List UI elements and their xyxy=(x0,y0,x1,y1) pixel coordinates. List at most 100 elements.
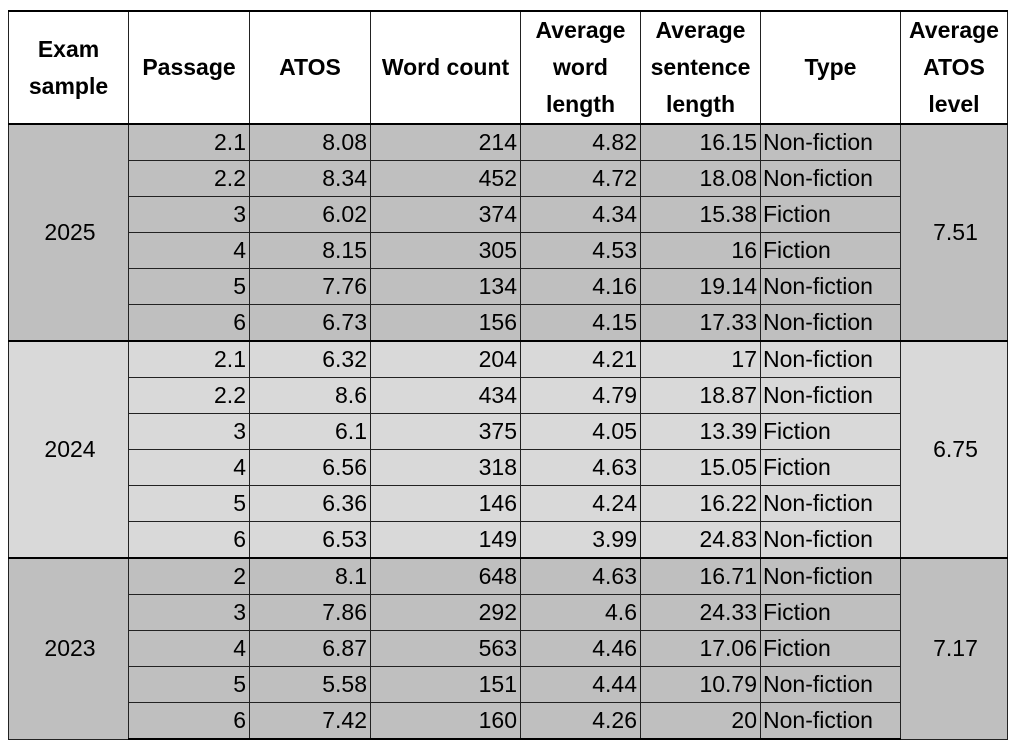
average-word-length-cell: 4.26 xyxy=(520,702,641,740)
average-sentence-length-cell: 16.15 xyxy=(640,123,761,161)
atos-cell: 7.86 xyxy=(249,594,371,631)
exam-sample-cell: 2023 xyxy=(8,557,129,740)
word-count-cell: 160 xyxy=(370,702,521,740)
passage-cell: 5 xyxy=(128,485,250,522)
word-count-cell: 149 xyxy=(370,521,521,559)
average-sentence-length-cell: 15.05 xyxy=(640,449,761,486)
type-cell: Non-fiction xyxy=(760,268,901,305)
header-average-word-length: Average word length xyxy=(520,10,641,125)
word-count-cell: 563 xyxy=(370,630,521,667)
atos-cell: 6.02 xyxy=(249,196,371,233)
passage-cell: 2.2 xyxy=(128,160,250,197)
word-count-cell: 434 xyxy=(370,377,521,414)
average-sentence-length-cell: 16 xyxy=(640,232,761,269)
word-count-cell: 146 xyxy=(370,485,521,522)
table-row: 6 7.42 160 4.26 20 Non-fiction xyxy=(9,702,1008,740)
average-sentence-length-cell: 16.22 xyxy=(640,485,761,522)
type-cell: Fiction xyxy=(760,232,901,269)
word-count-cell: 134 xyxy=(370,268,521,305)
atos-cell: 6.1 xyxy=(249,413,371,450)
average-word-length-cell: 4.79 xyxy=(520,377,641,414)
average-word-length-cell: 4.6 xyxy=(520,594,641,631)
average-word-length-cell: 3.99 xyxy=(520,521,641,559)
atos-cell: 6.87 xyxy=(249,630,371,667)
atos-table: Exam sample Passage ATOS Word count Aver… xyxy=(8,10,1008,740)
exam-sample-cell: 2025 xyxy=(8,123,129,342)
word-count-cell: 204 xyxy=(370,340,521,378)
average-word-length-cell: 4.05 xyxy=(520,413,641,450)
word-count-cell: 214 xyxy=(370,123,521,161)
passage-cell: 2.1 xyxy=(128,123,250,161)
average-sentence-length-cell: 24.33 xyxy=(640,594,761,631)
passage-cell: 2.1 xyxy=(128,340,250,378)
atos-cell: 7.42 xyxy=(249,702,371,740)
type-cell: Non-fiction xyxy=(760,123,901,161)
header-type: Type xyxy=(760,10,901,125)
average-word-length-cell: 4.44 xyxy=(520,666,641,703)
table-row: 2023 2 8.1 648 4.63 16.71 Non-fiction 7.17 xyxy=(8,557,1008,740)
average-word-length-cell: 4.16 xyxy=(520,268,641,305)
average-atos-level-cell: 7.51 xyxy=(900,123,1008,342)
word-count-cell: 375 xyxy=(370,413,521,450)
table-row: 4 8.15 305 4.53 16 Fiction xyxy=(9,232,1008,269)
average-word-length-cell: 4.53 xyxy=(520,232,641,269)
average-sentence-length-cell: 17.33 xyxy=(640,304,761,342)
type-cell: Non-fiction xyxy=(760,485,901,522)
average-sentence-length-cell: 19.14 xyxy=(640,268,761,305)
table-row: 4 6.87 563 4.46 17.06 Fiction xyxy=(9,630,1008,667)
atos-cell: 6.32 xyxy=(249,340,371,378)
average-word-length-cell: 4.63 xyxy=(520,449,641,486)
table-row: 2024 2.1 6.32 204 4.21 17 Non-fiction 6.75 xyxy=(8,340,1008,559)
passage-cell: 2 xyxy=(128,557,250,595)
average-sentence-length-cell: 16.71 xyxy=(640,557,761,595)
table-row: 3 7.86 292 4.6 24.33 Fiction xyxy=(9,594,1008,631)
average-word-length-cell: 4.34 xyxy=(520,196,641,233)
atos-cell: 6.73 xyxy=(249,304,371,342)
average-sentence-length-cell: 13.39 xyxy=(640,413,761,450)
passage-cell: 6 xyxy=(128,521,250,559)
word-count-cell: 452 xyxy=(370,160,521,197)
word-count-cell: 318 xyxy=(370,449,521,486)
exam-sample-cell: 2024 xyxy=(8,340,129,559)
passage-cell: 4 xyxy=(128,232,250,269)
passage-cell: 3 xyxy=(128,413,250,450)
header-row: Exam sample Passage ATOS Word count Aver… xyxy=(8,10,1008,125)
atos-cell: 7.76 xyxy=(249,268,371,305)
word-count-cell: 648 xyxy=(370,557,521,595)
word-count-cell: 374 xyxy=(370,196,521,233)
type-cell: Non-fiction xyxy=(760,666,901,703)
word-count-cell: 151 xyxy=(370,666,521,703)
average-word-length-cell: 4.63 xyxy=(520,557,641,595)
table-row: 2.2 8.6 434 4.79 18.87 Non-fiction xyxy=(9,377,1008,414)
type-cell: Non-fiction xyxy=(760,160,901,197)
average-sentence-length-cell: 24.83 xyxy=(640,521,761,559)
group-2023: 2023 2 8.1 648 4.63 16.71 Non-fiction 7.17 3 7.86… xyxy=(8,557,1008,740)
passage-cell: 2.2 xyxy=(128,377,250,414)
word-count-cell: 156 xyxy=(370,304,521,342)
passage-cell: 5 xyxy=(128,268,250,305)
header-average-sentence-length: Average sentence length xyxy=(640,10,761,125)
average-sentence-length-cell: 18.87 xyxy=(640,377,761,414)
average-atos-level-cell: 6.75 xyxy=(900,340,1008,559)
table-row: 4 6.56 318 4.63 15.05 Fiction xyxy=(9,449,1008,486)
average-word-length-cell: 4.21 xyxy=(520,340,641,378)
average-sentence-length-cell: 18.08 xyxy=(640,160,761,197)
atos-cell: 6.36 xyxy=(249,485,371,522)
average-sentence-length-cell: 15.38 xyxy=(640,196,761,233)
header-word-count: Word count xyxy=(370,10,521,125)
header-atos: ATOS xyxy=(249,10,371,125)
passage-cell: 6 xyxy=(128,702,250,740)
average-sentence-length-cell: 10.79 xyxy=(640,666,761,703)
table-row: 5 7.76 134 4.16 19.14 Non-fiction xyxy=(9,268,1008,305)
type-cell: Non-fiction xyxy=(760,702,901,740)
group-2025: 2025 2.1 8.08 214 4.82 16.15 Non-fiction 7.51 2.… xyxy=(8,123,1008,342)
type-cell: Non-fiction xyxy=(760,377,901,414)
passage-cell: 5 xyxy=(128,666,250,703)
passage-cell: 3 xyxy=(128,594,250,631)
table-row: 5 6.36 146 4.24 16.22 Non-fiction xyxy=(9,485,1008,522)
type-cell: Fiction xyxy=(760,630,901,667)
average-sentence-length-cell: 17.06 xyxy=(640,630,761,667)
passage-cell: 4 xyxy=(128,630,250,667)
average-sentence-length-cell: 17 xyxy=(640,340,761,378)
table-row: 3 6.1 375 4.05 13.39 Fiction xyxy=(9,413,1008,450)
